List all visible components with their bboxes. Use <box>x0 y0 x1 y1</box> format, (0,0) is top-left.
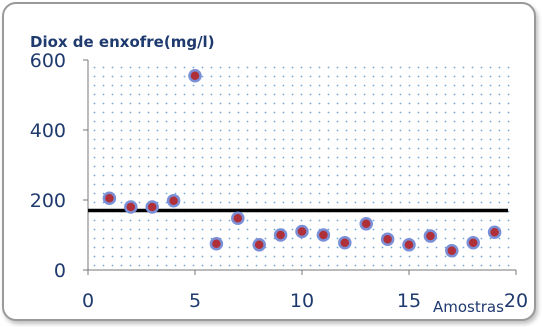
data-point <box>423 229 438 243</box>
data-point <box>402 238 416 252</box>
y-axis-title: Diox de enxofre(mg/l) <box>30 33 215 51</box>
data-point <box>166 193 181 208</box>
data-point <box>124 200 138 214</box>
x-tick-label: 10 <box>290 290 314 312</box>
data-point <box>102 191 117 205</box>
y-tick-label: 600 <box>30 50 66 72</box>
data-point <box>359 217 373 231</box>
data-point <box>209 237 224 251</box>
plot-area <box>88 60 516 270</box>
x-tick-label: 5 <box>189 290 201 312</box>
data-point <box>273 228 288 242</box>
data-point <box>188 69 202 83</box>
x-tick-label: 15 <box>397 290 421 312</box>
data-point <box>145 200 159 214</box>
data-point <box>338 235 352 250</box>
data-point <box>445 244 459 258</box>
y-tick-label: 400 <box>30 120 66 142</box>
data-point <box>487 225 502 239</box>
x-axis-title: Amostras <box>433 298 504 316</box>
data-point <box>380 232 395 246</box>
data-point <box>316 228 331 242</box>
data-point <box>252 238 266 252</box>
data-point <box>231 211 245 225</box>
y-tick-label: 0 <box>54 260 66 282</box>
data-point <box>466 235 480 250</box>
data-point <box>295 224 309 239</box>
y-tick-label: 200 <box>30 190 66 212</box>
x-tick-label: 0 <box>82 290 94 312</box>
x-tick-label: 20 <box>504 290 528 312</box>
